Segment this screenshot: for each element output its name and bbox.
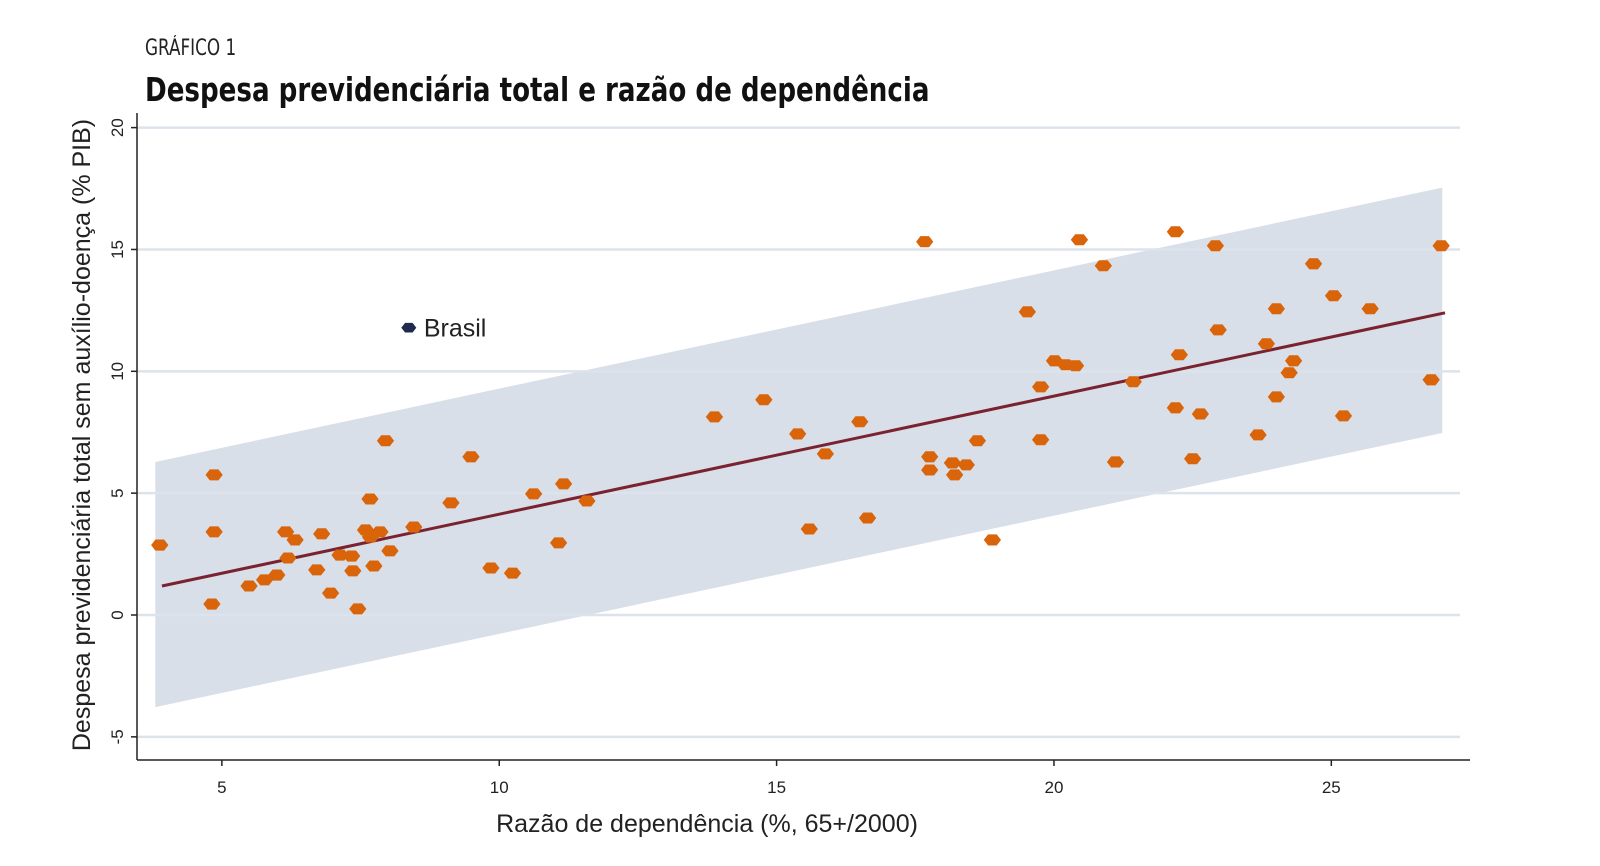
- data-point: [381, 545, 399, 557]
- data-point: [1166, 402, 1185, 414]
- data-point: [503, 567, 522, 579]
- data-point: [1304, 258, 1323, 270]
- data-point: [968, 435, 986, 447]
- data-point: [361, 493, 379, 505]
- data-point: [943, 457, 962, 469]
- data-point: [705, 411, 724, 423]
- data-point: [151, 539, 169, 551]
- x-tick-label: 15: [767, 778, 786, 797]
- data-point: [1249, 429, 1267, 441]
- data-point: [277, 526, 295, 538]
- data-point: [578, 495, 596, 507]
- data-point: [1267, 391, 1285, 403]
- x-axis-label: Razão de dependência (%, 65+/2000): [496, 810, 918, 838]
- data-point: [376, 435, 395, 447]
- data-point: [921, 451, 939, 463]
- chart-title: Despesa previdenciária total e razão de …: [145, 70, 930, 109]
- data-point: [371, 526, 389, 538]
- data-point: [1280, 367, 1298, 379]
- data-point: [1018, 306, 1036, 318]
- data-point: [268, 569, 286, 581]
- y-tick-label: 15: [108, 240, 127, 259]
- data-point: [1285, 355, 1303, 367]
- y-tick-label: 5: [108, 488, 127, 497]
- data-point: [203, 598, 221, 610]
- x-tick-label: 5: [217, 778, 226, 797]
- data-point: [858, 512, 877, 524]
- data-point: [279, 552, 297, 564]
- brasil-point: [401, 322, 417, 333]
- data-point: [1257, 338, 1275, 350]
- data-point: [331, 549, 349, 561]
- y-tick-label: 10: [108, 362, 127, 381]
- data-point: [256, 574, 274, 586]
- data-point: [286, 534, 304, 546]
- data-point: [1432, 240, 1450, 252]
- data-point: [405, 521, 423, 533]
- figure-kicker: GRÁFICO 1: [145, 36, 237, 61]
- data-point: [1032, 381, 1050, 393]
- data-point: [555, 478, 573, 490]
- data-point: [313, 528, 331, 540]
- data-point: [1361, 303, 1379, 315]
- data-point: [1170, 349, 1188, 361]
- data-point: [1422, 374, 1440, 386]
- data-point: [1191, 408, 1209, 420]
- data-point: [1324, 290, 1343, 302]
- data-point: [525, 488, 543, 500]
- x-tick-label: 20: [1044, 778, 1063, 797]
- data-point: [482, 562, 500, 574]
- y-tick-label: 20: [108, 118, 127, 137]
- data-point: [322, 587, 340, 599]
- data-point: [789, 428, 807, 440]
- data-point: [343, 550, 361, 562]
- data-point: [1106, 456, 1125, 468]
- data-point: [349, 603, 367, 615]
- data-point: [983, 534, 1001, 546]
- data-point: [800, 523, 818, 535]
- data-point: [916, 236, 934, 248]
- data-point: [462, 451, 480, 463]
- data-point: [1209, 324, 1227, 336]
- data-point: [1184, 453, 1202, 465]
- data-point: [1206, 240, 1224, 252]
- data-point: [946, 469, 964, 481]
- data-point: [1094, 260, 1112, 272]
- data-point: [344, 565, 362, 577]
- data-point: [921, 464, 939, 476]
- data-point: [205, 469, 223, 481]
- x-tick-label: 10: [490, 778, 509, 797]
- x-tick-label: 25: [1322, 778, 1341, 797]
- data-point: [1124, 376, 1142, 388]
- data-point: [240, 580, 258, 592]
- data-point: [308, 564, 326, 576]
- data-point: [957, 459, 975, 471]
- confidence-band: [155, 187, 1443, 708]
- data-point: [205, 526, 223, 538]
- y-axis-label: Despesa previdenciária total sem auxílio…: [68, 119, 96, 751]
- data-point: [442, 497, 460, 509]
- data-point: [755, 394, 773, 406]
- brasil-label: Brasil: [424, 315, 487, 343]
- data-point: [1267, 303, 1285, 315]
- data-point: [851, 416, 869, 428]
- data-point: [1067, 360, 1085, 372]
- data-point: [550, 537, 568, 549]
- y-tick-label: -5: [108, 729, 127, 744]
- data-point: [1166, 226, 1185, 238]
- data-point: [816, 448, 834, 460]
- y-tick-label: 0: [108, 610, 127, 619]
- data-point: [1070, 234, 1089, 246]
- data-point: [1334, 410, 1353, 422]
- data-point: [365, 560, 383, 572]
- data-point: [1032, 434, 1050, 446]
